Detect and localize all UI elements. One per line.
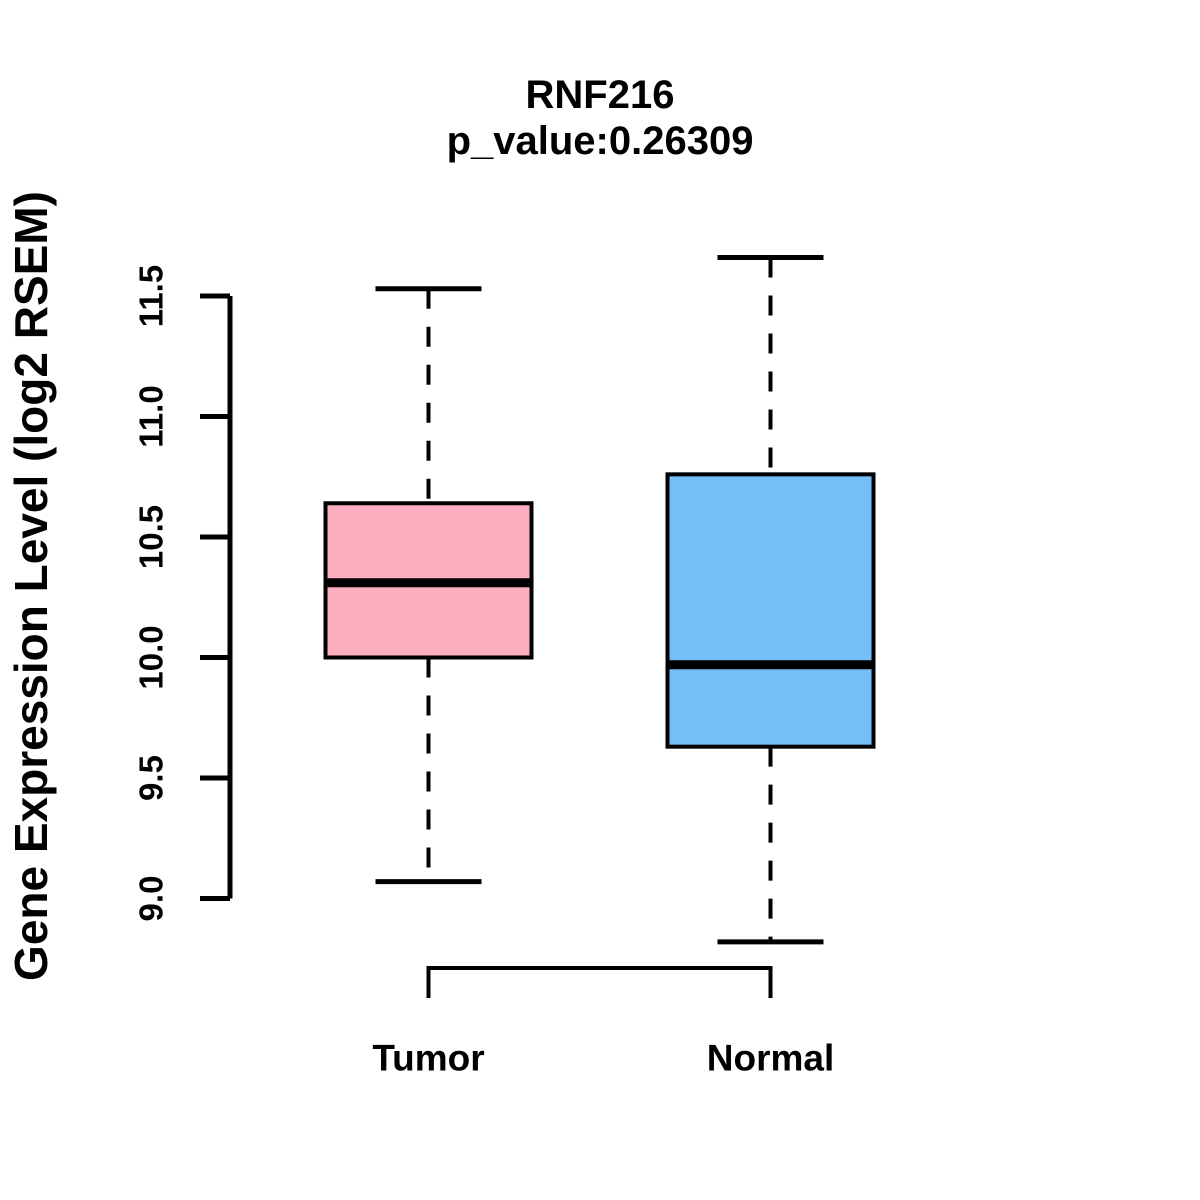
y-tick-label: 10.5 (133, 505, 170, 569)
x-category-label-tumor: Tumor (372, 1038, 484, 1079)
y-tick-label: 11.0 (133, 385, 170, 447)
y-tick-label: 9.0 (133, 876, 170, 922)
chart-subtitle: p_value:0.26309 (446, 119, 754, 163)
y-tick-label: 10.0 (133, 625, 170, 689)
chart-title: RNF216 (525, 73, 675, 117)
x-axis-bracket (426, 966, 773, 998)
y-tick-label: 11.5 (133, 265, 170, 327)
box-normal (665, 472, 876, 749)
y-tick-label: 9.5 (133, 755, 170, 801)
x-category-label-normal: Normal (707, 1038, 834, 1079)
